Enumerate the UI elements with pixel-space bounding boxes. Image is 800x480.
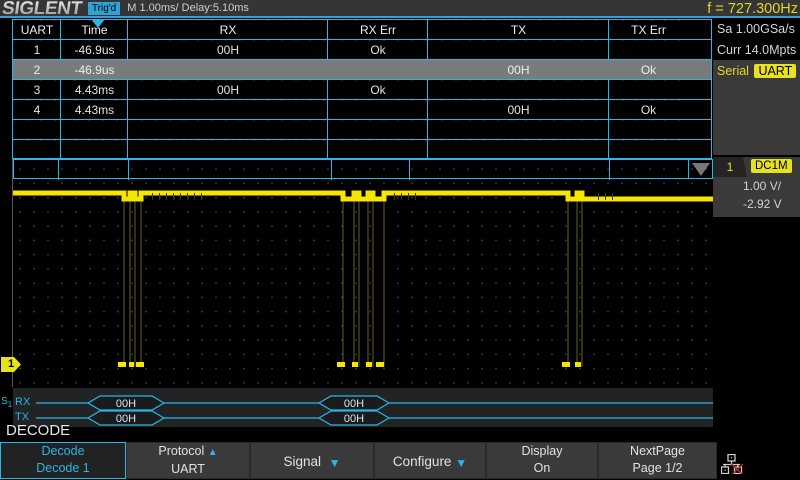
svg-text:00H: 00H bbox=[116, 398, 136, 410]
svg-text:00H: 00H bbox=[344, 413, 364, 425]
svg-text:00H: 00H bbox=[116, 413, 136, 425]
svg-text:00H: 00H bbox=[344, 398, 364, 410]
